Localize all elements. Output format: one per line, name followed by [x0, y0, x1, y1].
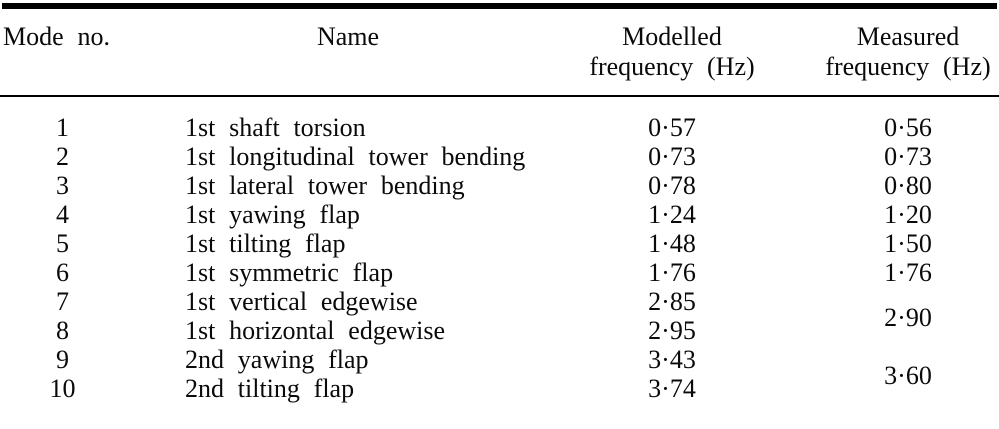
- mode-name-cell: 2nd tilting flap: [185, 374, 355, 403]
- mode-no-cell: 7: [56, 287, 69, 316]
- mode-name-cell: 1st longitudinal tower bending: [185, 142, 526, 171]
- table-top-rule: [2, 3, 997, 9]
- modelled-frequency-cell: 3·43: [648, 345, 696, 374]
- col-header-modelled-frequency: Modelled frequency (Hz): [562, 22, 782, 82]
- modelled-frequency-cell: 1·24: [648, 200, 696, 229]
- modelled-frequency-cell: 3·74: [648, 374, 696, 403]
- mode-no-cell: 6: [56, 258, 69, 287]
- modelled-frequency-cell: 0·57: [648, 113, 696, 142]
- table-row: 4 1st yawing flap 1·24 1·20: [0, 200, 999, 230]
- modelled-frequency-cell: 0·78: [648, 171, 696, 200]
- mode-name-cell: 1st horizontal edgewise: [185, 316, 446, 345]
- col-header-measured-line2: frequency (Hz): [825, 52, 991, 81]
- table-row: 10 2nd tilting flap 3·74: [0, 374, 999, 404]
- col-header-name-label: Name: [316, 22, 380, 51]
- measured-frequency-cell: 1·50: [884, 229, 932, 258]
- table-row: 6 1st symmetric flap 1·76 1·76: [0, 258, 999, 288]
- mode-name-cell: 1st symmetric flap: [185, 258, 394, 287]
- table-row: 7 1st vertical edgewise 2·85: [0, 287, 999, 317]
- modelled-frequency-cell: 2·95: [648, 316, 696, 345]
- col-header-modelled-line2: frequency (Hz): [589, 52, 755, 81]
- measured-frequency-cell: 0·73: [884, 142, 932, 171]
- col-header-mode-no: Mode no.: [3, 22, 110, 52]
- mode-no-cell: 1: [56, 113, 69, 142]
- col-header-modelled-line1: Modelled: [622, 22, 722, 51]
- modelled-frequency-cell: 1·76: [648, 258, 696, 287]
- mode-no-cell: 2: [56, 142, 69, 171]
- mode-name-cell: 2nd yawing flap: [185, 345, 369, 374]
- mode-name-cell: 1st shaft torsion: [185, 113, 366, 142]
- table-row: 3 1st lateral tower bending 0·78 0·80: [0, 171, 999, 201]
- table-row: 1 1st shaft torsion 0·57 0·56: [0, 113, 999, 143]
- modelled-frequency-cell: 1·48: [648, 229, 696, 258]
- mode-no-cell: 3: [56, 171, 69, 200]
- mode-name-cell: 1st lateral tower bending: [185, 171, 465, 200]
- mode-no-cell: 9: [56, 345, 69, 374]
- table-row: 5 1st tilting flap 1·48 1·50: [0, 229, 999, 259]
- col-header-mode-no-label: Mode no.: [3, 22, 110, 51]
- mode-name-cell: 1st tilting flap: [185, 229, 346, 258]
- measured-frequency-cell: 0·56: [884, 113, 932, 142]
- col-header-name: Name: [248, 22, 448, 52]
- mode-no-cell: 4: [56, 200, 69, 229]
- table-row: 9 2nd yawing flap 3·43: [0, 345, 999, 375]
- modelled-frequency-cell: 0·73: [648, 142, 696, 171]
- table-row: 8 1st horizontal edgewise 2·95: [0, 316, 999, 346]
- measured-frequency-cell: 0·80: [884, 171, 932, 200]
- mode-name-cell: 1st vertical edgewise: [185, 287, 418, 316]
- measured-frequency-merged-cell: 2·90: [884, 303, 932, 332]
- measured-frequency-cell: 1·76: [884, 258, 932, 287]
- mode-no-cell: 5: [56, 229, 69, 258]
- modelled-frequency-cell: 2·85: [648, 287, 696, 316]
- mode-name-cell: 1st yawing flap: [185, 200, 360, 229]
- col-header-measured-frequency: Measured frequency (Hz): [798, 22, 999, 82]
- mode-no-cell: 10: [49, 374, 76, 403]
- mode-no-cell: 8: [56, 316, 69, 345]
- measured-frequency-cell: 1·20: [884, 200, 932, 229]
- measured-frequency-merged-cell: 3·60: [884, 361, 932, 390]
- header-separator-rule: [0, 95, 999, 97]
- col-header-measured-line1: Measured: [856, 22, 960, 51]
- table-row: 2 1st longitudinal tower bending 0·73 0·…: [0, 142, 999, 172]
